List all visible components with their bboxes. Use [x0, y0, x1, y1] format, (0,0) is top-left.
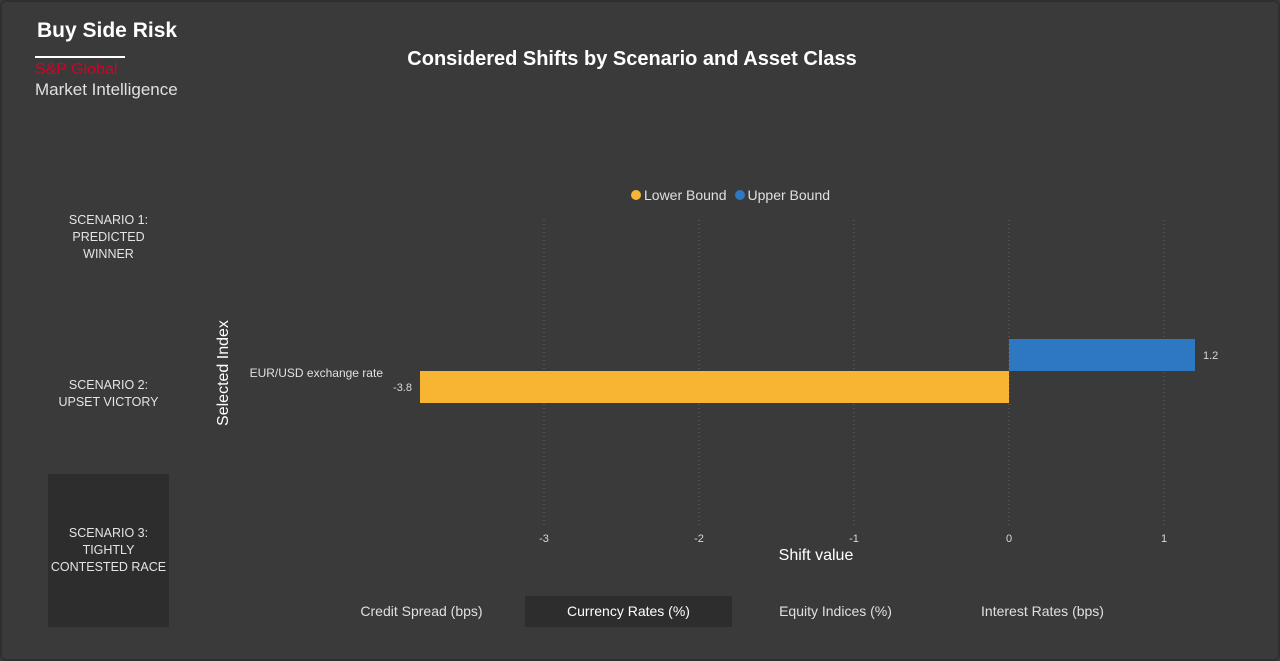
asset-class-tabs: Credit Spread (bps) Currency Rates (%) E… [318, 596, 1146, 627]
x-tick-label: 0 [1006, 533, 1012, 545]
chart-legend: Lower Bound Upper Bound [631, 187, 830, 203]
x-tick-label: -1 [849, 533, 859, 545]
x-axis-label: Shift value [779, 547, 854, 564]
market-intelligence-logo: Market Intelligence [35, 80, 178, 99]
y-category-label: EUR/USD exchange rate [250, 366, 384, 380]
bar-data-label: -3.8 [393, 382, 412, 394]
upper-bound-dot-icon [734, 190, 745, 200]
scenario-3-button[interactable]: SCENARIO 3: TIGHTLY CONTESTED RACE [48, 474, 169, 627]
scenario-3-label: SCENARIO 3: TIGHTLY CONTESTED RACE [50, 526, 167, 574]
tab-equity-indices[interactable]: Equity Indices (%) [779, 603, 892, 619]
upper-bound-bar[interactable] [1009, 339, 1195, 371]
tab-interest-rates[interactable]: Interest Rates (bps) [981, 603, 1104, 619]
x-tick-label: -2 [694, 533, 704, 545]
scenario-2-button[interactable]: SCENARIO 2: UPSET VICTORY [58, 378, 159, 409]
brand-title: Buy Side Risk [37, 19, 178, 42]
chart-title: Considered Shifts by Scenario and Asset … [407, 48, 857, 70]
y-axis-label: Selected Index [215, 320, 232, 426]
legend-label-lower: Lower Bound [644, 187, 727, 203]
bar-data-label: 1.2 [1203, 350, 1218, 362]
legend-item-upper[interactable]: Upper Bound [734, 187, 831, 203]
tab-currency-rates[interactable]: Currency Rates (%) [525, 596, 732, 627]
tab-credit-spread[interactable]: Credit Spread (bps) [360, 603, 483, 619]
legend-item-lower[interactable]: Lower Bound [631, 187, 727, 203]
x-tick-label: 1 [1161, 533, 1167, 545]
scenario-1-button[interactable]: SCENARIO 1: PREDICTED WINNER [68, 213, 149, 261]
sp-global-logo: S&P Global [35, 61, 118, 78]
x-tick-label: -3 [539, 533, 549, 545]
lower-bound-bar[interactable] [420, 371, 1009, 403]
brand-divider [35, 56, 125, 58]
lower-bound-dot-icon [631, 190, 641, 200]
legend-label-upper: Upper Bound [747, 187, 831, 203]
